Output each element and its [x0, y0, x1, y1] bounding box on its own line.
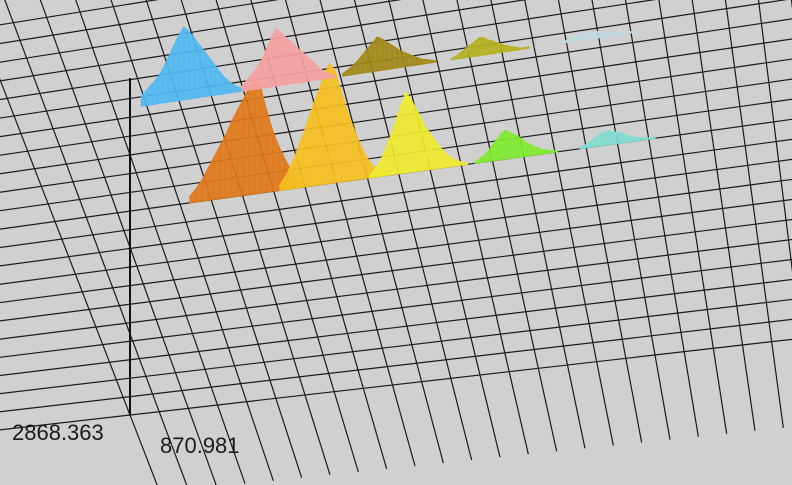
grid-line-width: [0, 258, 792, 358]
grid-line-width: [0, 0, 279, 45]
grid-line-depth: [691, 0, 756, 431]
spectrum-fill: [141, 26, 243, 107]
grid-line-depth: [557, 0, 643, 443]
grid-line-depth: [757, 0, 792, 273]
grid-line-depth: [422, 0, 529, 455]
spectrum-series: [559, 30, 639, 45]
spectrum-series: [241, 27, 336, 92]
grid-line-width: [0, 18, 792, 138]
grid-line-depth: [591, 0, 671, 440]
spectrum-series: [342, 36, 437, 77]
grid-line-width: [0, 58, 792, 175]
grid-line-width: [0, 138, 792, 249]
grid-line-depth: [0, 77, 158, 485]
spectrum-series: [140, 26, 243, 107]
grid-line-depth: [145, 0, 303, 478]
grid-line-width: [0, 218, 792, 322]
grid-line-depth: [724, 0, 784, 428]
spectrum-series: [474, 129, 559, 164]
axis-readout-right: 870.981: [160, 433, 240, 458]
grid-line-width: [0, 178, 792, 285]
grid-line-width: [0, 298, 792, 395]
axis-readout-left: 2868.363: [12, 420, 104, 445]
grid-line-depth: [4, 0, 188, 485]
grid-line-width: [0, 338, 792, 431]
grid-line-depth: [524, 0, 614, 446]
grid-line-depth: [110, 0, 274, 481]
grid-line-depth: [75, 0, 246, 484]
grid-line-width: [0, 0, 402, 63]
grid-line-depth: [658, 0, 728, 434]
spectrum-series: [450, 36, 530, 61]
grid-line-width: [0, 158, 792, 267]
spectrum-series: [279, 62, 386, 191]
grid-line-depth: [39, 0, 217, 485]
grid-line-width: [0, 198, 792, 304]
grid-line-width: [0, 238, 792, 340]
spectra-series-group: [140, 26, 656, 204]
grid-line-width: [0, 38, 792, 156]
spectrum-series: [579, 130, 656, 150]
grid-line-depth: [624, 0, 699, 437]
spectrum-series: [369, 91, 469, 179]
spectrum-fill: [369, 91, 468, 179]
grid-line-depth: [490, 0, 586, 449]
grid-line-width: [0, 278, 792, 377]
grid-line-width: [0, 318, 792, 413]
grid-line-depth: [456, 0, 558, 452]
